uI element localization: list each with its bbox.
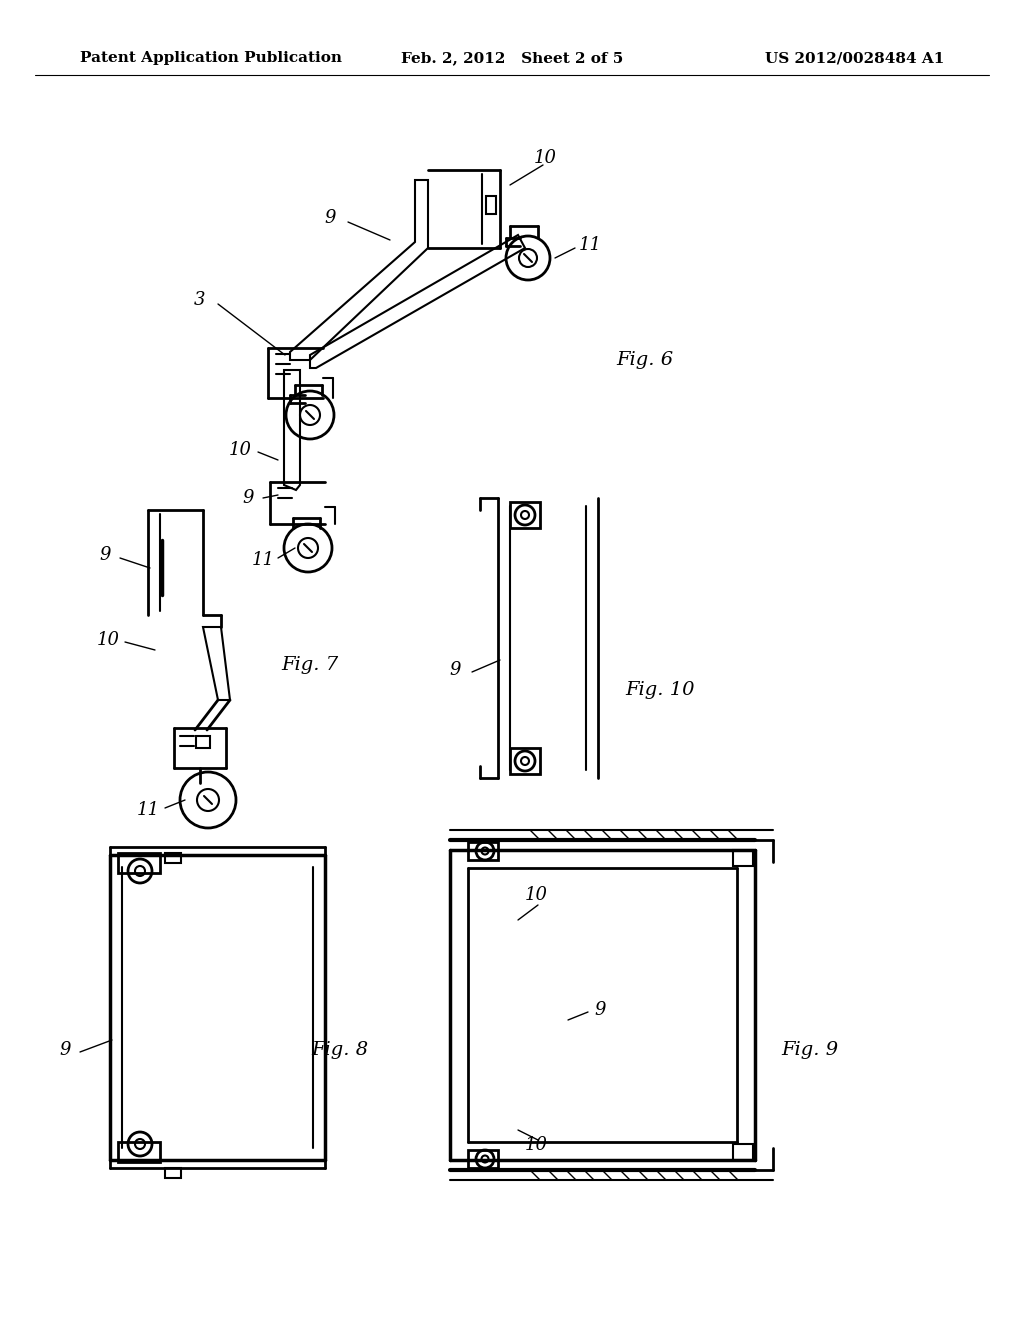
Text: Fig. 7: Fig. 7 — [282, 656, 339, 675]
Text: 10: 10 — [534, 149, 556, 168]
Bar — [165, 1168, 181, 1177]
Text: Fig. 9: Fig. 9 — [781, 1041, 839, 1059]
Text: 11: 11 — [579, 236, 601, 253]
Text: US 2012/0028484 A1: US 2012/0028484 A1 — [765, 51, 944, 65]
Text: 11: 11 — [136, 801, 160, 818]
Bar — [486, 195, 496, 214]
Bar — [118, 1142, 160, 1162]
Text: Fig. 6: Fig. 6 — [616, 351, 674, 370]
Text: 9: 9 — [594, 1001, 606, 1019]
Text: 10: 10 — [524, 886, 548, 904]
Bar — [510, 748, 540, 774]
Text: Fig. 10: Fig. 10 — [626, 681, 694, 700]
Text: 10: 10 — [96, 631, 120, 649]
Text: 11: 11 — [252, 550, 274, 569]
Text: 3: 3 — [195, 290, 206, 309]
Text: 9: 9 — [59, 1041, 71, 1059]
Text: 10: 10 — [228, 441, 252, 459]
Text: 9: 9 — [450, 661, 461, 678]
Text: 10: 10 — [524, 1137, 548, 1154]
Bar — [468, 842, 498, 861]
Text: Patent Application Publication: Patent Application Publication — [80, 51, 342, 65]
Text: 9: 9 — [99, 546, 111, 564]
Bar — [510, 502, 540, 528]
Text: Fig. 8: Fig. 8 — [311, 1041, 369, 1059]
Bar — [165, 853, 181, 863]
Bar — [733, 1144, 753, 1160]
Bar — [196, 737, 210, 748]
Bar — [468, 1150, 498, 1168]
Bar — [118, 853, 160, 873]
Text: 9: 9 — [243, 488, 254, 507]
Text: 9: 9 — [325, 209, 336, 227]
Bar — [733, 850, 753, 866]
Text: Feb. 2, 2012   Sheet 2 of 5: Feb. 2, 2012 Sheet 2 of 5 — [400, 51, 624, 65]
